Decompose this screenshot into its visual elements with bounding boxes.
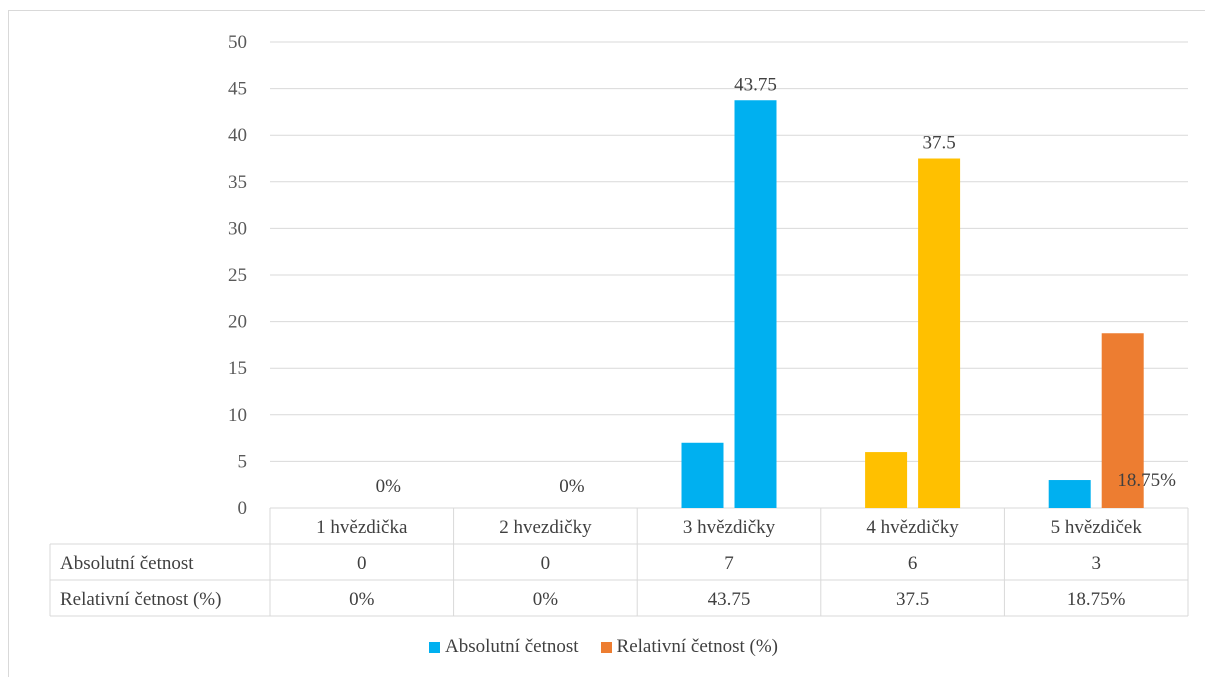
y-tick-label: 50 (228, 32, 247, 53)
data-label-relative: 0% (559, 476, 585, 497)
table-cell: 18.75% (1067, 589, 1126, 610)
table-cell: 0 (357, 553, 367, 574)
category-label: 4 hvězdičky (866, 517, 959, 538)
bar-absolute (681, 442, 724, 508)
table-cell: 0% (349, 589, 375, 610)
legend-label-absolute: Absolutní četnost (445, 636, 579, 657)
y-tick-label: 45 (228, 79, 247, 100)
table-cell: 3 (1091, 553, 1101, 574)
category-label: 5 hvězdiček (1051, 517, 1143, 538)
table-row-label: Absolutní četnost (60, 553, 194, 574)
legend-swatch-relative (600, 641, 612, 653)
category-label: 2 hvezdičky (499, 517, 592, 538)
category-label: 1 hvězdička (316, 517, 408, 538)
table-cell: 0% (533, 589, 559, 610)
y-tick-label: 25 (228, 265, 247, 286)
bar-relative (1101, 333, 1144, 508)
legend-item-relative: Relativní četnost (%) (600, 636, 778, 658)
legend-swatch-absolute (429, 641, 440, 653)
chart-frame (8, 10, 1205, 677)
y-tick-label: 35 (228, 172, 247, 193)
table-cell: 37.5 (896, 589, 929, 610)
y-tick-label: 20 (228, 312, 247, 333)
category-label: 3 hvězdičky (683, 517, 776, 538)
data-label-relative: 37.5 (922, 133, 955, 154)
legend-item-absolute: Absolutní četnost (429, 636, 579, 658)
table-cell: 6 (908, 553, 918, 574)
chart-legend: Absolutní četnost Relativní četnost (%) (0, 636, 1207, 658)
bar-absolute (865, 452, 908, 508)
bar-absolute (1048, 480, 1091, 508)
legend-label-relative: Relativní četnost (%) (616, 636, 778, 657)
y-tick-label: 40 (228, 125, 247, 146)
table-cell: 0 (541, 553, 551, 574)
table-cell: 43.75 (708, 589, 751, 610)
y-tick-label: 0 (238, 498, 248, 519)
y-tick-label: 15 (228, 358, 247, 379)
table-cell: 7 (724, 553, 734, 574)
bar-relative (918, 158, 961, 508)
table-row-label: Relativní četnost (%) (60, 589, 221, 610)
data-label-relative: 18.75% (1117, 470, 1176, 491)
y-tick-label: 30 (228, 218, 247, 239)
y-tick-label: 5 (238, 451, 248, 472)
data-label-relative: 0% (376, 476, 402, 497)
data-label-relative: 43.75 (734, 74, 777, 95)
bar-relative (734, 100, 777, 508)
y-tick-label: 10 (228, 405, 247, 426)
